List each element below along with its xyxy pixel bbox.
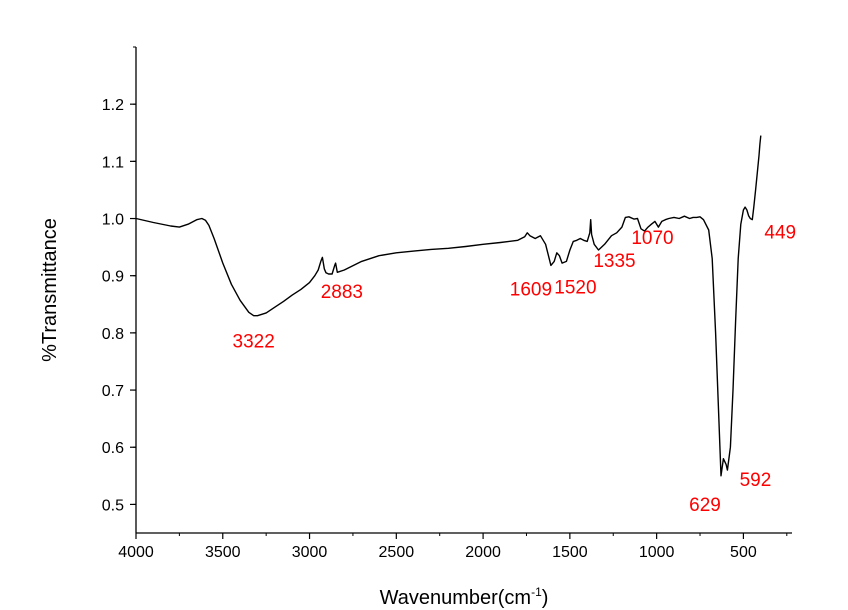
x-ticks: 4000 3500 3000 2500 2000 1500 1000 500 — [118, 533, 788, 561]
y-tick-label: 1.2 — [102, 97, 124, 114]
y-tick-label: 0.9 — [102, 269, 124, 286]
peak-label-3322: 3322 — [233, 332, 275, 353]
x-axis-title: Wavenumber(cm-1) — [380, 585, 549, 609]
x-axis-title-sup: -1 — [531, 585, 542, 599]
peak-label-1070: 1070 — [631, 228, 673, 249]
x-tick-label: 1000 — [639, 544, 675, 561]
peak-label-1335: 1335 — [593, 251, 635, 272]
x-tick-label: 3000 — [292, 544, 328, 561]
peak-label-449: 449 — [764, 223, 796, 244]
y-tick-label: 0.8 — [102, 326, 124, 343]
y-tick-label: 0.5 — [102, 497, 124, 514]
y-tick-label: 1.0 — [102, 212, 124, 229]
y-tick-label: 1.1 — [102, 154, 124, 171]
x-tick-label: 2500 — [379, 544, 415, 561]
peak-label-592: 592 — [740, 470, 772, 491]
x-axis-title-close: ) — [542, 587, 549, 609]
x-axis-title-main: Wavenumber(cm — [380, 587, 532, 609]
y-tick-label: 0.7 — [102, 383, 124, 400]
peak-label-629: 629 — [689, 495, 721, 516]
y-axis-title: %Transmittance — [39, 218, 61, 362]
x-tick-label: 4000 — [118, 544, 154, 561]
x-tick-label: 2000 — [465, 544, 501, 561]
peak-label-2883: 2883 — [321, 282, 363, 303]
x-tick-label: 1500 — [552, 544, 588, 561]
x-tick-label: 500 — [730, 544, 757, 561]
y-ticks: 0.5 0.6 0.7 0.8 0.9 1.0 1.1 1.2 — [102, 46, 136, 514]
spectrum-line — [135, 135, 762, 477]
x-tick-label: 3500 — [205, 544, 241, 561]
peak-label-1520: 1520 — [554, 277, 596, 298]
y-tick-label: 0.6 — [102, 440, 124, 457]
peak-label-1609: 1609 — [510, 279, 552, 300]
axes — [135, 47, 792, 534]
